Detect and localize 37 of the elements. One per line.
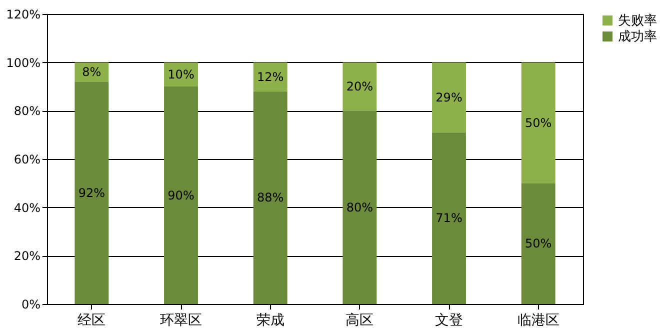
- data-label: 50%: [524, 236, 552, 251]
- x-tick-label: 荣成: [256, 312, 284, 328]
- legend-label: 失败率: [618, 12, 657, 28]
- y-tick-label: 0%: [21, 298, 40, 312]
- x-tick-label: 临港区: [517, 312, 560, 328]
- data-label: 12%: [256, 70, 284, 84]
- bar: [253, 62, 288, 92]
- y-tick-label: 40%: [14, 200, 40, 215]
- data-label: 71%: [436, 211, 462, 226]
- x-tick-label: 环翠区: [160, 312, 202, 328]
- data-label: 50%: [524, 116, 552, 130]
- y-tick-label: 120%: [6, 8, 40, 22]
- data-label: 8%: [82, 65, 102, 79]
- data-label: 80%: [346, 200, 374, 214]
- bar: [164, 86, 198, 304]
- x-tick-label: 高区: [346, 312, 374, 328]
- y-tick-label: 20%: [14, 249, 40, 264]
- data-label: 29%: [436, 90, 462, 104]
- bar: [432, 62, 466, 132]
- y-tick-label: 80%: [14, 104, 40, 118]
- x-tick-label: 经区: [78, 312, 106, 328]
- x-tick-label: 文登: [435, 312, 463, 328]
- y-tick-label: 60%: [14, 152, 40, 166]
- bar: [74, 82, 109, 304]
- bar: [342, 110, 377, 304]
- bar: [521, 183, 556, 304]
- data-label: 92%: [78, 186, 106, 200]
- data-label: 20%: [346, 80, 374, 94]
- bar: [432, 132, 466, 304]
- bar: [342, 62, 377, 111]
- data-label: 90%: [168, 188, 194, 202]
- data-label: 10%: [168, 67, 194, 82]
- bar: [521, 62, 556, 184]
- data-label: 88%: [256, 190, 284, 205]
- legend-label: 成功率: [618, 28, 657, 44]
- y-tick-label: 100%: [6, 56, 40, 70]
- bar: [253, 91, 288, 304]
